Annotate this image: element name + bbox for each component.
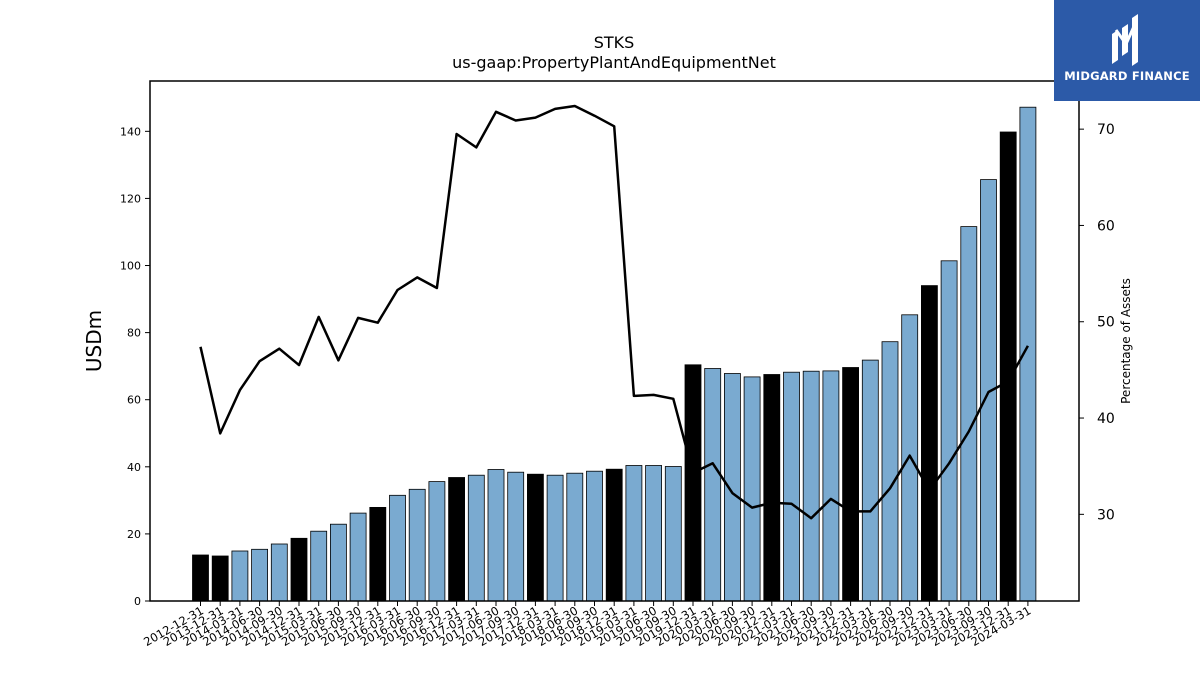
y2-axis-label: Percentage of Assets [1119, 278, 1133, 404]
y-axis-label: USDm [82, 310, 106, 372]
logo-mark-icon [1112, 14, 1138, 66]
y-tick-label: 120 [120, 192, 141, 205]
bar [999, 131, 1017, 602]
bar [743, 376, 761, 602]
bar [546, 474, 564, 602]
y-tick-label: 0 [134, 595, 141, 608]
bar [527, 473, 544, 602]
bar [251, 548, 269, 602]
y-axis-right: 30 40 50 60 70 [1079, 122, 1115, 523]
bar [822, 370, 840, 602]
bar [763, 374, 781, 602]
bar [704, 368, 722, 602]
line-series [199, 104, 1029, 520]
bar [487, 469, 505, 602]
y-tick-label: 40 [127, 461, 141, 474]
bar [428, 481, 446, 602]
bar [231, 550, 249, 602]
bar [960, 226, 978, 602]
y2-tick-label: 50 [1097, 315, 1115, 331]
y2-tick-label: 40 [1097, 411, 1115, 427]
bar [408, 488, 426, 602]
bar [664, 466, 682, 602]
bar [645, 465, 662, 602]
brand-logo: MIDGARD FINANCE [1054, 0, 1200, 101]
bar [625, 465, 643, 602]
bar [389, 494, 406, 602]
bar [802, 370, 820, 602]
bars [192, 106, 1037, 602]
y-tick-label: 60 [127, 394, 141, 407]
bar [290, 537, 308, 602]
bar [507, 471, 525, 602]
y-axis-left: 0 20 40 60 80 100 120 140 [120, 125, 150, 608]
bar [881, 341, 899, 602]
bar [369, 506, 387, 602]
bar [586, 470, 603, 602]
chart-title: STKS [594, 33, 635, 52]
bar [566, 472, 584, 602]
y2-tick-label: 60 [1097, 218, 1115, 234]
chart-subtitle: us-gaap:PropertyPlantAndEquipmentNet [452, 53, 776, 72]
bar [448, 477, 466, 602]
bar [329, 523, 347, 602]
bar [605, 468, 623, 602]
bar [349, 512, 367, 602]
y-tick-label: 80 [127, 327, 141, 340]
bar [684, 364, 702, 602]
bar [211, 555, 229, 602]
bar [270, 543, 288, 602]
bar [724, 373, 741, 602]
logo-text: MIDGARD FINANCE [1064, 69, 1190, 83]
bar [940, 260, 958, 602]
x-axis: 2012-12-312013-12-312014-03-312014-06-30… [141, 601, 1033, 649]
line-layer [199, 104, 1029, 520]
y2-tick-label: 70 [1097, 122, 1115, 138]
bar [861, 359, 879, 602]
bar [783, 371, 800, 602]
bar [192, 554, 209, 602]
y-tick-label: 100 [120, 260, 141, 273]
y2-tick-label: 30 [1097, 507, 1115, 523]
bar [921, 285, 938, 602]
y-tick-label: 20 [127, 528, 141, 541]
y-tick-label: 140 [120, 125, 141, 138]
bar [310, 530, 328, 602]
bar [842, 367, 859, 602]
bar [467, 474, 485, 602]
